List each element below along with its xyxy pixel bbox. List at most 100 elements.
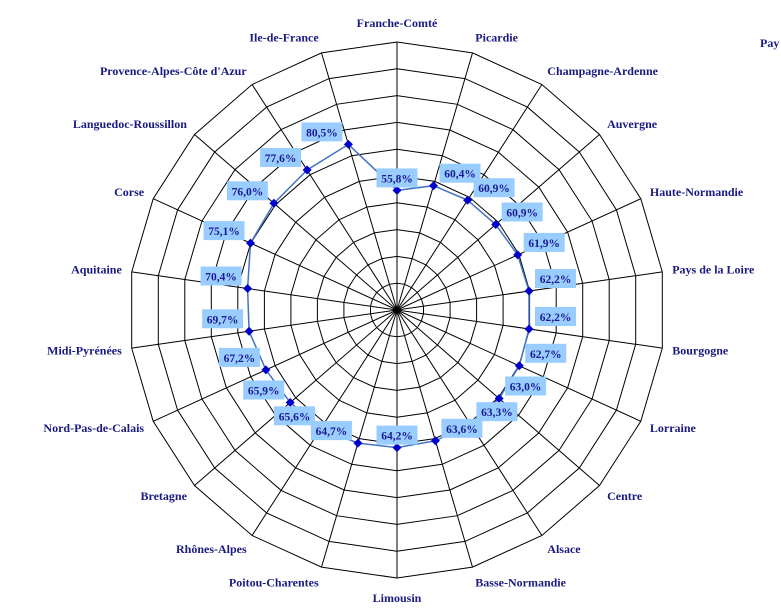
data-label-box: [376, 168, 418, 188]
data-label-text: 70,4%: [205, 272, 237, 284]
data-label-text: 77,6%: [265, 153, 297, 165]
data-label: 65,6%: [274, 406, 315, 426]
category-label: Limousin: [373, 591, 422, 605]
category-label: Corse: [114, 185, 145, 199]
data-label-box: [523, 232, 565, 252]
data-label-text: 64,2%: [381, 431, 413, 443]
data-label-text: 60,4%: [444, 169, 476, 181]
data-label-text: 60,9%: [478, 183, 510, 195]
data-label-box: [501, 202, 543, 222]
data-label: 75,1%: [203, 221, 245, 241]
data-label-box: [473, 178, 515, 198]
data-label-text: 63,0%: [510, 382, 542, 394]
category-label: Provence-Alpes-Côte d'Azur: [100, 64, 247, 78]
data-label: 65,9%: [243, 380, 285, 400]
data-point-marker: [491, 220, 501, 229]
data-point-marker: [494, 394, 504, 403]
data-label: 64,2%: [376, 425, 418, 445]
data-label: 67,2%: [218, 347, 260, 367]
data-label-text: 62,7%: [530, 349, 562, 361]
data-label-box: [525, 343, 567, 363]
category-label: Alsace: [547, 542, 581, 556]
data-label: 62,2%: [535, 269, 576, 288]
data-label-text: 65,6%: [279, 411, 311, 423]
data-label-box: [260, 148, 302, 167]
grid-spoke: [396, 52, 473, 311]
data-point-marker: [392, 185, 402, 195]
data-label-box: [441, 418, 483, 438]
grid-spoke: [396, 84, 543, 311]
data-label-box: [274, 406, 315, 426]
category-label: Rhônes-Alpes: [176, 542, 247, 556]
data-label: 77,6%: [260, 148, 302, 167]
data-point-marker: [430, 436, 440, 446]
data-label-box: [202, 309, 244, 329]
data-label-text: 60,9%: [506, 208, 538, 220]
data-labels: 55,8% 60,4%60,9%60,9%61,9%62,2%62,2%62,7%…: [200, 122, 576, 445]
grid-spoke: [194, 309, 398, 486]
data-label: 63,6%: [441, 418, 483, 438]
data-label: 61,9%: [523, 232, 565, 252]
data-label-box: [218, 347, 260, 367]
data-point-marker: [524, 286, 534, 296]
data-label-box: [243, 380, 285, 400]
category-label: Poitou-Charentes: [229, 576, 319, 590]
data-label: 62,7%: [525, 343, 567, 363]
grid-spoke: [131, 271, 398, 311]
data-label-text: 80,5%: [306, 127, 338, 139]
data-point-marker: [285, 398, 295, 407]
data-label-box: [505, 376, 547, 396]
category-label: Ile-de-France: [249, 31, 319, 45]
radar-series: [243, 139, 534, 453]
category-label: Auvergne: [607, 117, 658, 131]
data-label: 64,7%: [310, 421, 352, 441]
data-label: 70,4%: [200, 266, 242, 286]
data-point-marker: [261, 365, 271, 375]
data-point-marker: [463, 195, 473, 205]
category-label: Champagne-Ardenne: [547, 64, 658, 78]
grid-spoke: [321, 52, 398, 311]
data-label-text: 61,9%: [528, 238, 560, 250]
data-label-text: 62,2%: [540, 312, 572, 324]
data-point-marker: [514, 361, 524, 371]
data-point-marker: [392, 443, 402, 453]
data-label-text: 62,2%: [540, 274, 572, 286]
data-label-text: 65,9%: [248, 386, 280, 398]
data-label-box: [200, 266, 242, 286]
data-label-text: 69,7%: [207, 314, 239, 326]
data-label-box: [535, 307, 576, 326]
data-label-box: [226, 181, 268, 201]
data-label: 60,9%: [501, 202, 543, 222]
category-label: Picardie: [475, 31, 518, 45]
data-label-box: [203, 221, 245, 241]
data-label-box: [301, 122, 343, 142]
data-label: 62,2%: [535, 307, 576, 326]
category-label: Midi-Pyrénées: [47, 343, 122, 357]
category-label: Pays de la Loire: [672, 263, 755, 277]
grid-spoke: [131, 309, 398, 349]
data-label: 60,4%: [439, 163, 481, 183]
data-label-text: 55,8%: [381, 173, 413, 185]
data-point-marker: [302, 165, 312, 175]
category-label: Lorraine: [650, 421, 697, 435]
data-point-marker: [429, 181, 438, 191]
data-point-marker: [524, 324, 534, 334]
clipped-legend-text: Pay: [760, 36, 779, 50]
data-label-text: 64,7%: [316, 426, 348, 438]
data-label: 60,9%: [473, 178, 515, 198]
data-label: 55,8%: [376, 168, 418, 188]
grid-spoke: [194, 134, 398, 311]
grid-spoke: [152, 198, 398, 311]
data-label-text: 63,6%: [446, 424, 478, 436]
data-point-marker: [513, 250, 523, 260]
data-label: 63,0%: [505, 376, 547, 396]
data-label-box: [535, 269, 576, 288]
data-point-marker: [353, 438, 363, 448]
grid-spoke: [396, 134, 600, 311]
data-point-marker: [343, 139, 353, 149]
category-label: Bourgogne: [672, 343, 729, 357]
data-label-text: 67,2%: [224, 353, 256, 365]
data-label-box: [439, 163, 481, 183]
grid-spoke: [251, 84, 398, 311]
